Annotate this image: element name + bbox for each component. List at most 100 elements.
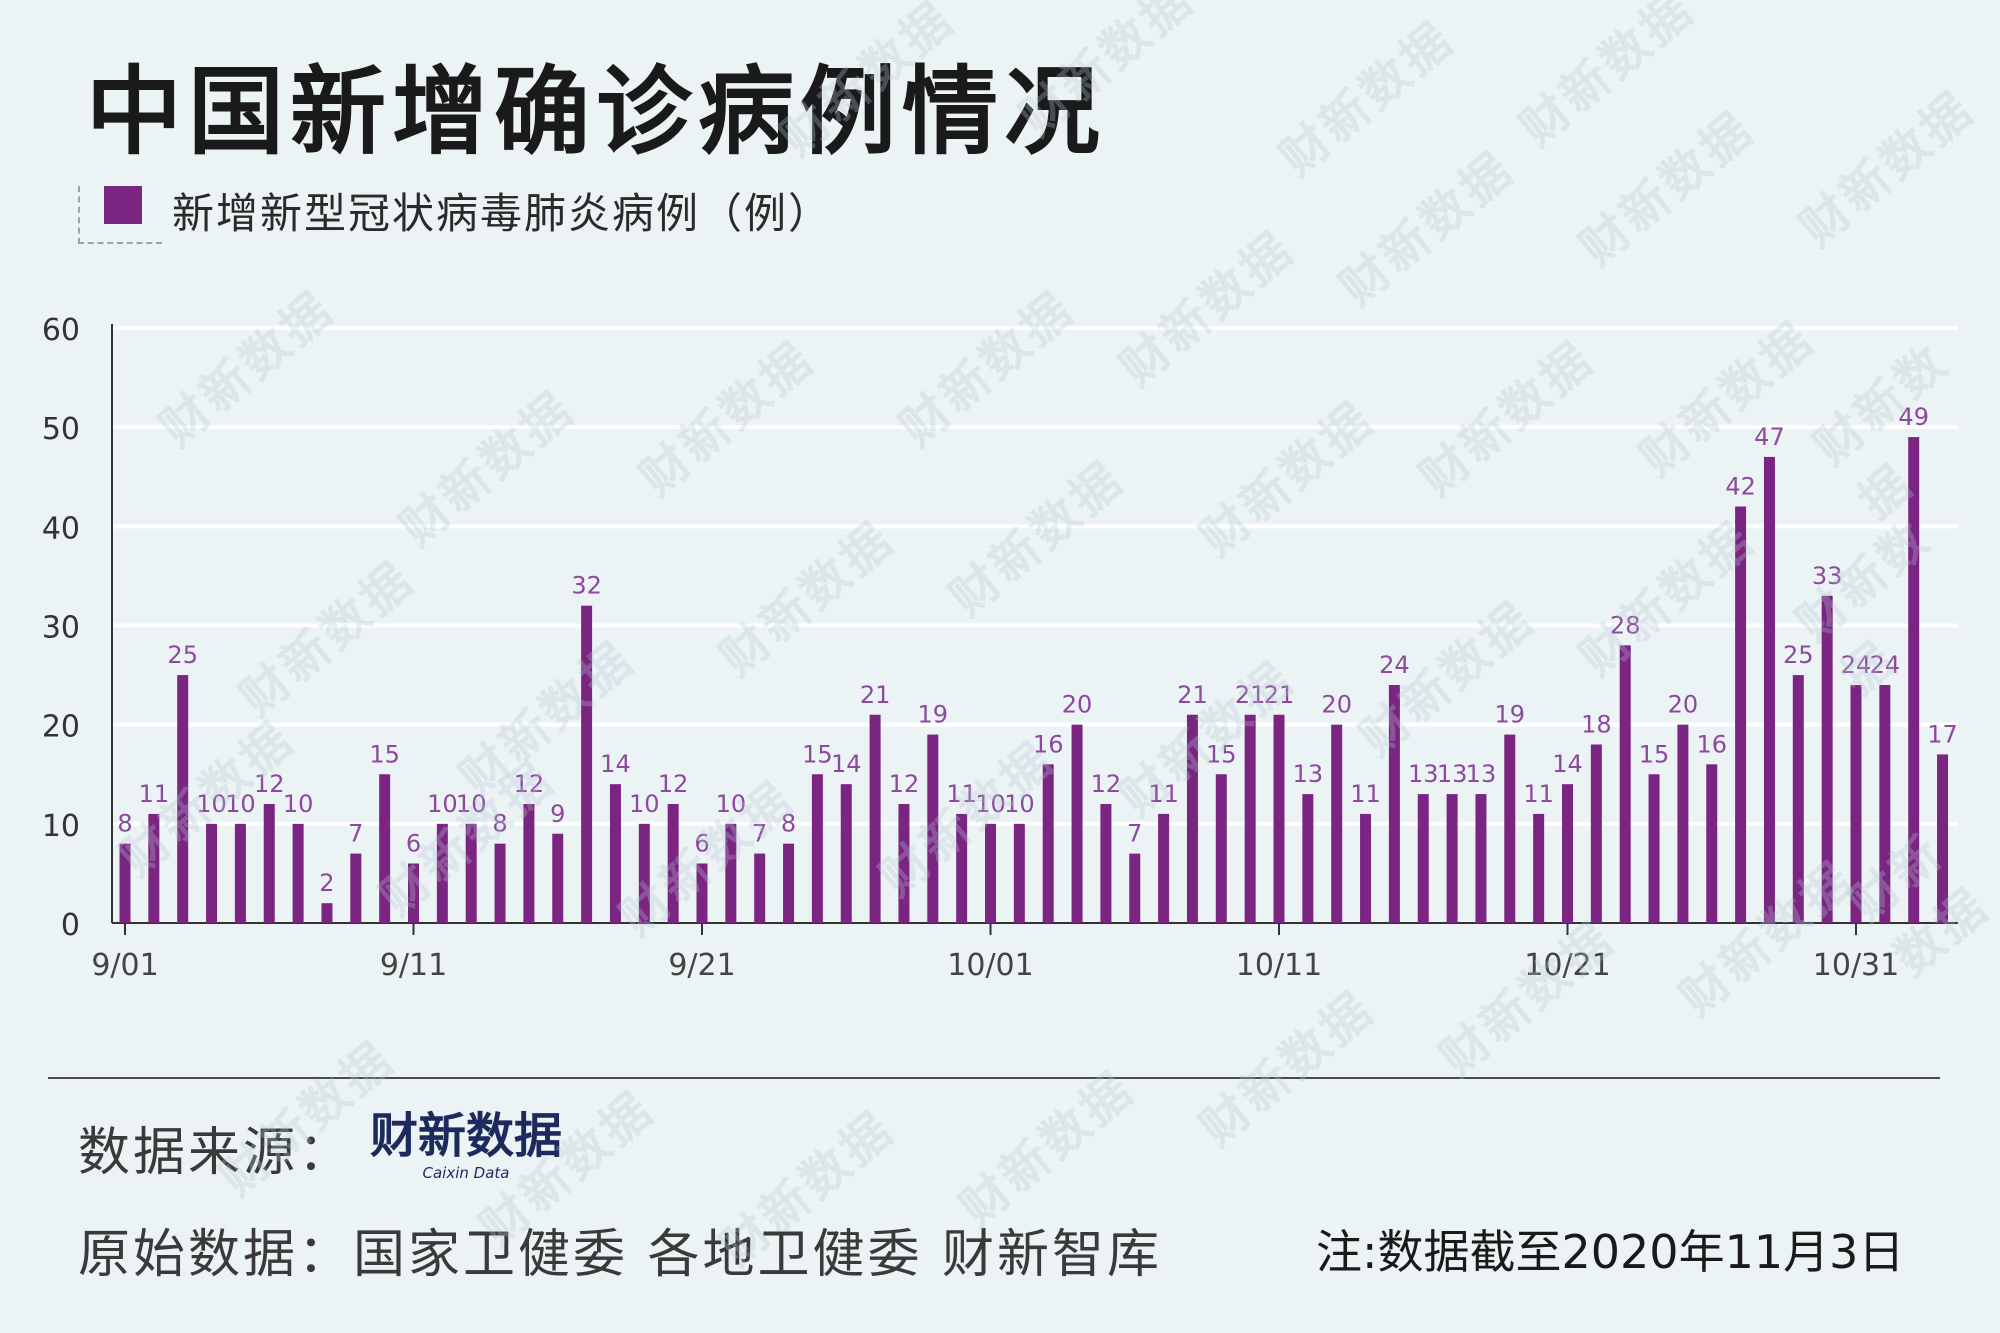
data-label: 20 bbox=[1062, 691, 1093, 719]
data-label: 11 bbox=[1350, 780, 1381, 808]
bar-9/06 bbox=[263, 804, 275, 923]
data-label: 13 bbox=[1293, 760, 1324, 788]
y-tick-label: 20 bbox=[42, 710, 80, 745]
data-label: 19 bbox=[1495, 701, 1526, 729]
bar-9/12 bbox=[436, 823, 448, 923]
y-tick-label: 0 bbox=[61, 908, 80, 943]
caixin-data-logo: 财新数据 Caixin Data bbox=[369, 1108, 562, 1182]
bar-10/26 bbox=[1706, 764, 1718, 923]
data-label: 28 bbox=[1610, 611, 1641, 639]
data-label: 11 bbox=[1148, 780, 1179, 808]
x-tick-label: 10/31 bbox=[1813, 948, 1899, 983]
bar-9/17 bbox=[581, 605, 593, 923]
data-label: 47 bbox=[1754, 423, 1785, 451]
x-tick-label: 9/21 bbox=[668, 948, 735, 983]
data-label: 12 bbox=[889, 770, 920, 798]
data-label: 21 bbox=[860, 681, 891, 709]
y-tick-label: 40 bbox=[42, 511, 80, 546]
bar-9/10 bbox=[379, 774, 391, 923]
x-tick-label: 9/01 bbox=[91, 948, 158, 983]
data-label: 24 bbox=[1870, 651, 1901, 679]
source-label: 数据来源： bbox=[78, 1123, 354, 1183]
data-label: 8 bbox=[492, 810, 507, 838]
data-label: 25 bbox=[167, 641, 198, 669]
data-label: 21 bbox=[1264, 681, 1295, 709]
bar-9/26 bbox=[840, 784, 852, 923]
data-label: 20 bbox=[1321, 691, 1352, 719]
bar-10/13 bbox=[1331, 724, 1343, 923]
bar-10/05 bbox=[1100, 804, 1112, 923]
data-label: 6 bbox=[406, 830, 421, 858]
x-tick-label: 10/11 bbox=[1236, 948, 1322, 983]
bar-9/15 bbox=[523, 804, 535, 923]
data-label: 11 bbox=[139, 780, 170, 808]
bar-10/28 bbox=[1763, 456, 1775, 923]
bar-10/22 bbox=[1590, 744, 1602, 923]
bar-9/11 bbox=[408, 863, 419, 923]
data-label: 16 bbox=[1033, 730, 1064, 758]
bar-10/09 bbox=[1215, 774, 1227, 923]
legend-label: 新增新型冠状病毒肺炎病例（例） bbox=[172, 189, 833, 238]
data-label: 11 bbox=[1523, 780, 1554, 808]
x-tick-label: 10/21 bbox=[1524, 948, 1610, 983]
data-label: 12 bbox=[658, 770, 689, 798]
data-label: 12 bbox=[254, 770, 285, 798]
bar-10/11 bbox=[1273, 714, 1285, 923]
legend-frame bbox=[78, 186, 162, 244]
data-label: 9 bbox=[550, 800, 565, 828]
bar-10/10 bbox=[1244, 714, 1256, 923]
data-label: 10 bbox=[283, 790, 314, 818]
data-label: 15 bbox=[1206, 740, 1237, 768]
data-label: 14 bbox=[1552, 750, 1583, 778]
data-label: 7 bbox=[1127, 820, 1142, 848]
data-label: 10 bbox=[196, 790, 227, 818]
bar-11/02 bbox=[1908, 437, 1920, 923]
bar-10/20 bbox=[1533, 813, 1545, 923]
y-tick-label: 60 bbox=[42, 313, 80, 348]
bar-9/04 bbox=[206, 823, 218, 923]
bar-9/19 bbox=[638, 823, 650, 923]
data-label: 20 bbox=[1668, 691, 1699, 719]
data-label: 11 bbox=[946, 780, 977, 808]
bar-10/01 bbox=[985, 823, 996, 923]
watermark: 财新数据 bbox=[949, 1060, 1145, 1238]
bar-9/13 bbox=[465, 823, 477, 923]
footer-divider bbox=[48, 1077, 1940, 1079]
data-label: 10 bbox=[1004, 790, 1035, 818]
data-label: 13 bbox=[1466, 760, 1497, 788]
bar-10/24 bbox=[1648, 774, 1660, 923]
bar-10/02 bbox=[1013, 823, 1025, 923]
bar-9/03 bbox=[177, 675, 189, 923]
bar-10/23 bbox=[1619, 645, 1631, 923]
data-label: 33 bbox=[1812, 562, 1843, 590]
bar-9/16 bbox=[552, 833, 564, 923]
bar-10/30 bbox=[1821, 595, 1833, 923]
data-label: 6 bbox=[694, 830, 709, 858]
data-label: 8 bbox=[781, 810, 796, 838]
data-label: 7 bbox=[752, 820, 767, 848]
bar-10/07 bbox=[1158, 813, 1170, 923]
bar-11/03 bbox=[1937, 754, 1949, 923]
data-label: 18 bbox=[1581, 711, 1612, 739]
data-label: 19 bbox=[918, 701, 949, 729]
y-tick-label: 50 bbox=[42, 412, 80, 447]
bar-9/18 bbox=[609, 784, 621, 923]
legend-swatch bbox=[104, 186, 142, 224]
data-label: 12 bbox=[514, 770, 545, 798]
bar-10/03 bbox=[1042, 764, 1054, 923]
bar-9/23 bbox=[754, 853, 766, 923]
bar-9/27 bbox=[869, 714, 881, 923]
bar-9/21 bbox=[696, 863, 708, 923]
data-label: 21 bbox=[1177, 681, 1208, 709]
data-label: 8 bbox=[117, 810, 132, 838]
x-tick-label: 9/11 bbox=[380, 948, 447, 983]
data-label: 15 bbox=[369, 740, 400, 768]
bar-10/27 bbox=[1735, 506, 1747, 923]
bar-9/05 bbox=[234, 823, 246, 923]
bar-9/29 bbox=[927, 734, 939, 923]
data-label: 24 bbox=[1379, 651, 1410, 679]
data-label: 17 bbox=[1927, 720, 1958, 748]
data-label: 25 bbox=[1783, 641, 1814, 669]
bar-10/04 bbox=[1071, 724, 1083, 923]
bar-10/17 bbox=[1446, 794, 1458, 923]
